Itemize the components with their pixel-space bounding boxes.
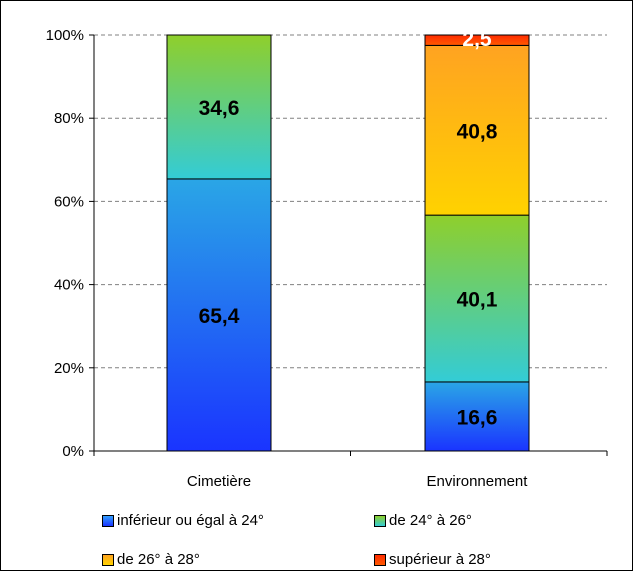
legend-label-superieur-28: supérieur à 28° [389, 551, 491, 568]
bar-segment [166, 178, 272, 452]
y-tick-label: 80% [54, 110, 84, 127]
legend-item-24-26: de 24° à 26° [374, 512, 472, 529]
x-category-label: Cimetière [187, 473, 251, 490]
y-tick-label: 0% [62, 443, 84, 460]
legend-item-inferieur-24: inférieur ou égal à 24° [102, 512, 264, 529]
legend-label-26-28: de 26° à 28° [117, 551, 200, 568]
data-label: 40,1 [457, 289, 498, 312]
y-tick-label: 40% [54, 277, 84, 294]
legend-swatch-26-28 [102, 553, 114, 566]
legend-swatch-24-26 [374, 514, 386, 527]
legend-item-26-28: de 26° à 28° [102, 551, 200, 568]
legend-label-24-26: de 24° à 26° [389, 512, 472, 529]
data-label: 34,6 [199, 97, 240, 120]
bar-segment [424, 34, 530, 46]
data-label: 65,4 [199, 305, 240, 328]
y-tick-label: 60% [54, 193, 84, 210]
y-tick-label: 100% [46, 27, 84, 44]
y-tick-label: 20% [54, 360, 84, 377]
legend-item-superieur-28: supérieur à 28° [374, 551, 491, 568]
legend-swatch-superieur-28 [374, 553, 386, 566]
legend-swatch-inferieur-24 [102, 514, 114, 527]
data-label: 2,5 [462, 28, 492, 51]
legend-label-inferieur-24: inférieur ou égal à 24° [117, 512, 264, 529]
data-label: 16,6 [457, 406, 498, 429]
data-label: 40,8 [457, 120, 498, 143]
x-category-label: Environnement [427, 473, 529, 490]
bar-segment [166, 34, 272, 180]
